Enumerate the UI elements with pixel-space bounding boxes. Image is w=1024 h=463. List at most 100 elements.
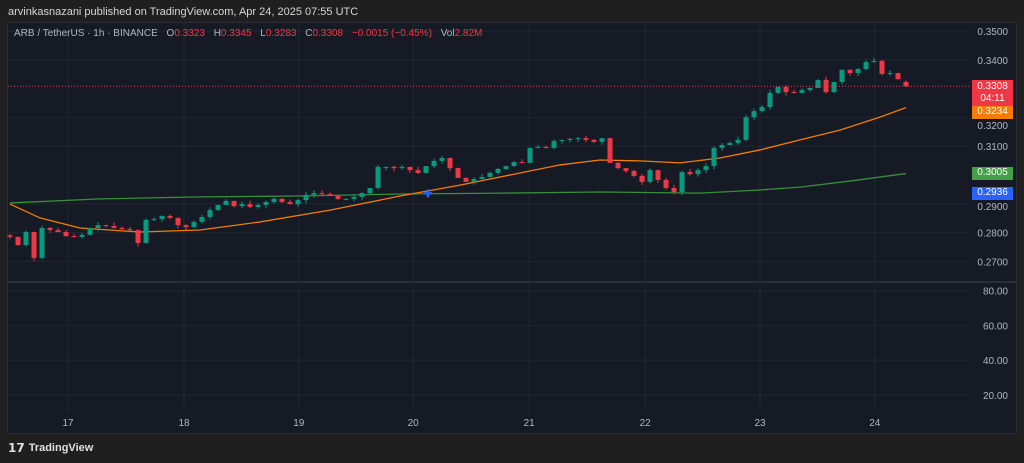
candle-body bbox=[871, 60, 877, 63]
symbol-name[interactable]: ARB / TetherUS · 1h · BINANCE bbox=[14, 28, 158, 39]
candle-body bbox=[95, 225, 101, 228]
low-value: 0.3283 bbox=[265, 28, 297, 39]
candle bbox=[247, 200, 253, 209]
candle bbox=[159, 215, 165, 222]
candle-body bbox=[487, 172, 493, 178]
candle bbox=[727, 141, 733, 146]
volume-value: 2.82M bbox=[454, 28, 483, 39]
candle-body bbox=[535, 147, 541, 149]
candle-body bbox=[231, 200, 237, 207]
candle bbox=[511, 161, 517, 168]
candle-body bbox=[327, 194, 333, 197]
candle bbox=[327, 192, 333, 197]
candle-body bbox=[303, 194, 309, 201]
candle-body bbox=[695, 170, 701, 175]
candle-body bbox=[583, 138, 589, 140]
candle bbox=[15, 236, 21, 246]
candle-body bbox=[463, 177, 469, 182]
candle bbox=[791, 89, 797, 94]
price-tick-label: 0.3400 bbox=[977, 56, 1008, 67]
candle-body bbox=[847, 69, 853, 74]
candle-body bbox=[391, 166, 397, 169]
candle-body bbox=[791, 92, 797, 94]
candle bbox=[799, 87, 805, 94]
candle bbox=[191, 220, 197, 228]
candle-body bbox=[239, 204, 245, 207]
candle bbox=[751, 108, 757, 120]
time-tick-label: 17 bbox=[62, 418, 74, 429]
candle bbox=[743, 114, 749, 142]
candle bbox=[23, 230, 29, 247]
candle-body bbox=[807, 88, 813, 91]
candle bbox=[591, 138, 597, 144]
candle-body bbox=[343, 198, 349, 200]
candle-body bbox=[271, 198, 277, 203]
candle-body bbox=[455, 168, 461, 178]
candle bbox=[399, 164, 405, 170]
candle bbox=[679, 170, 685, 196]
osc-tick-label: 80.00 bbox=[983, 287, 1008, 298]
candle bbox=[447, 157, 453, 171]
candle-body bbox=[23, 232, 29, 245]
candle-body bbox=[7, 235, 13, 237]
candle bbox=[127, 226, 133, 231]
candle bbox=[463, 177, 469, 182]
candle-body bbox=[375, 166, 381, 188]
candle bbox=[767, 89, 773, 110]
high-value: 0.3345 bbox=[220, 28, 252, 39]
candle-body bbox=[103, 225, 109, 227]
candle bbox=[423, 165, 429, 174]
candle bbox=[79, 232, 85, 239]
candle-body bbox=[751, 111, 757, 118]
candle bbox=[31, 231, 37, 261]
candle bbox=[55, 227, 61, 233]
last-price: 0.3308 bbox=[977, 81, 1008, 92]
tv-logo-icon: 𝟭𝟳 bbox=[8, 441, 25, 455]
time-tick-label: 18 bbox=[178, 418, 190, 429]
candle-body bbox=[63, 232, 69, 237]
candle bbox=[495, 167, 501, 175]
candle bbox=[183, 224, 189, 231]
candle-body bbox=[831, 81, 837, 93]
candle bbox=[759, 105, 765, 113]
candle-body bbox=[743, 117, 749, 140]
candle bbox=[415, 167, 421, 174]
osc-tick-label: 40.00 bbox=[983, 356, 1008, 367]
time-tick-label: 22 bbox=[640, 418, 652, 429]
candle-body bbox=[511, 162, 517, 167]
candle bbox=[831, 81, 837, 94]
candle-body bbox=[623, 168, 629, 171]
candle-body bbox=[503, 166, 509, 169]
candle bbox=[687, 169, 693, 176]
candle bbox=[103, 224, 109, 228]
candle bbox=[615, 162, 621, 170]
candle bbox=[519, 159, 525, 164]
chart-panel[interactable] bbox=[7, 22, 1017, 434]
candle bbox=[407, 166, 413, 173]
candle-body bbox=[143, 219, 149, 243]
candle bbox=[871, 58, 877, 63]
candle-body bbox=[207, 210, 213, 218]
candle-body bbox=[399, 166, 405, 169]
candle bbox=[175, 217, 181, 229]
candle-body bbox=[199, 217, 205, 222]
open-label: O bbox=[166, 28, 175, 39]
candle bbox=[471, 177, 477, 185]
candle bbox=[535, 144, 541, 149]
candle-body bbox=[359, 193, 365, 197]
candle bbox=[287, 199, 293, 205]
candle bbox=[575, 136, 581, 143]
candle-body bbox=[799, 90, 805, 93]
candle-body bbox=[407, 166, 413, 171]
time-tick-label: 23 bbox=[754, 418, 766, 429]
candle bbox=[7, 233, 13, 239]
time-tick-label: 21 bbox=[524, 418, 536, 429]
tradingview-logo[interactable]: 𝟭𝟳 TradingView bbox=[8, 441, 93, 455]
candle-body bbox=[135, 230, 141, 243]
candle bbox=[583, 135, 589, 143]
candle-body bbox=[887, 73, 893, 75]
candle-body bbox=[71, 236, 77, 238]
osc-tick-label: 60.00 bbox=[983, 321, 1008, 332]
candle-body bbox=[839, 69, 845, 82]
